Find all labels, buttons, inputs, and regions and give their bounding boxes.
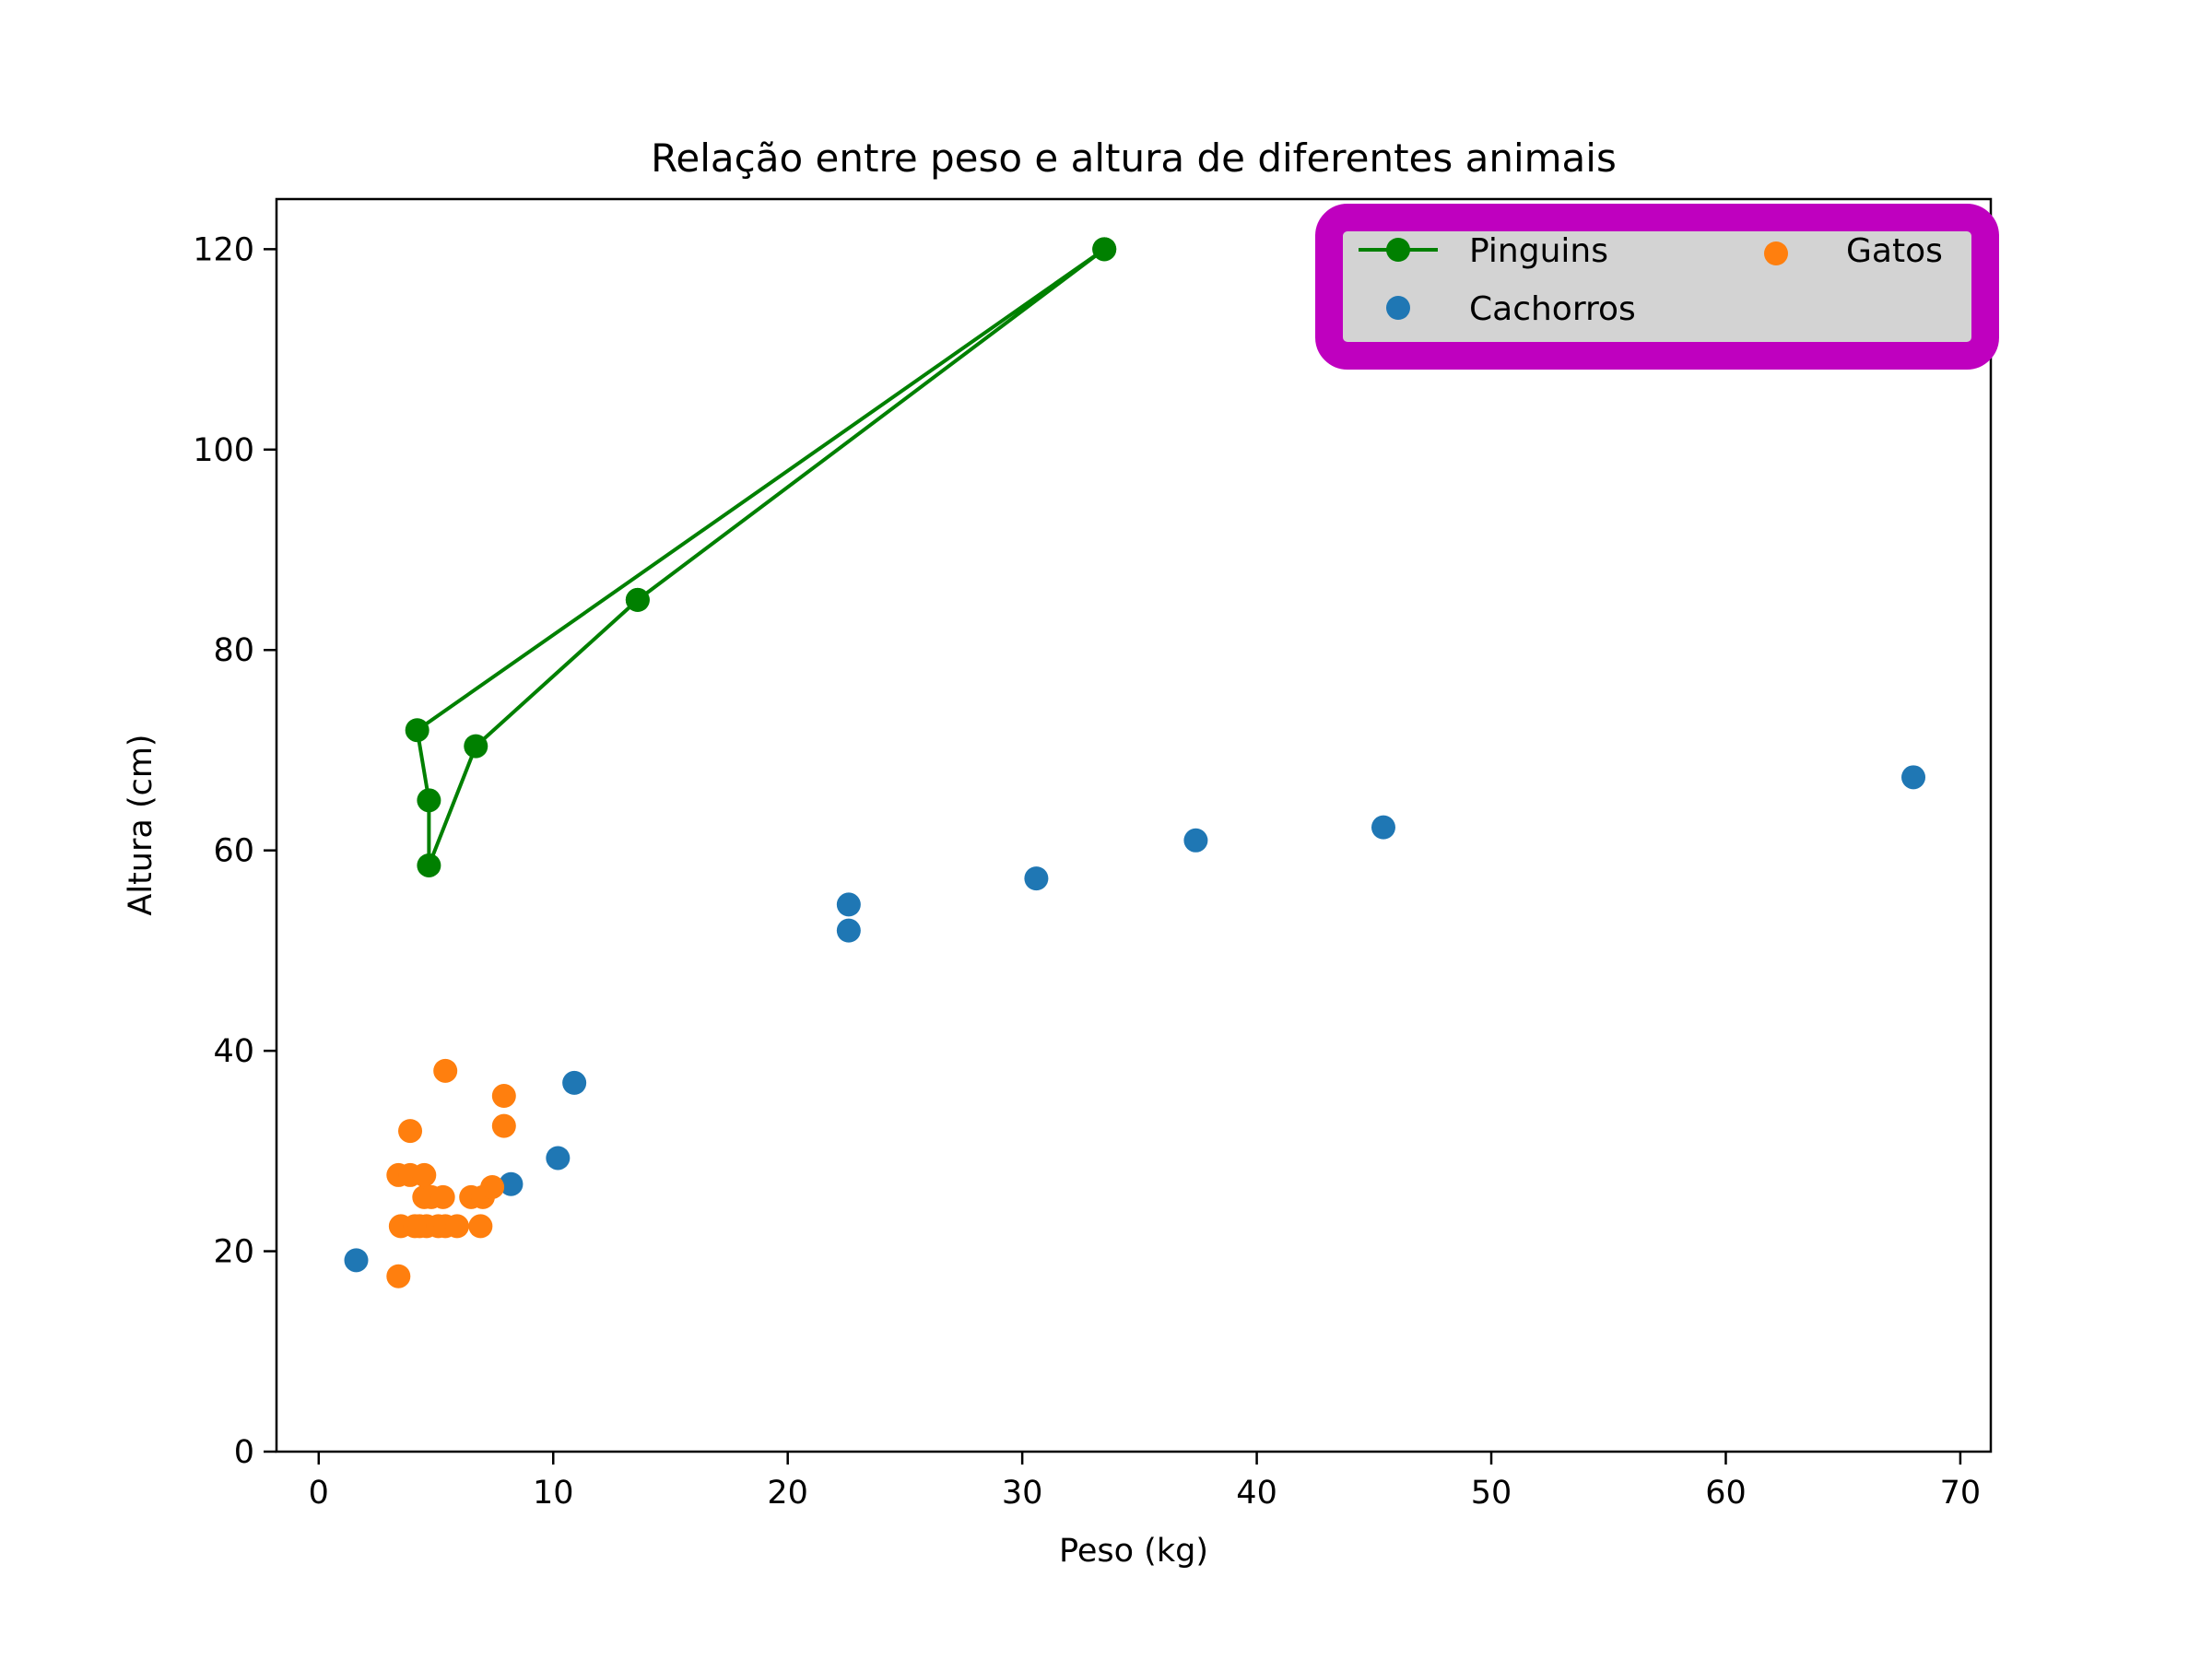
legend-marker-cachorros xyxy=(1386,296,1410,320)
plot-marks xyxy=(344,237,1926,1288)
legend-marker-gatos xyxy=(1764,241,1788,265)
point-cachorros xyxy=(836,918,861,943)
chart-title: Relação entre peso e altura de diferente… xyxy=(651,135,1617,181)
x-tick-label: 10 xyxy=(533,1475,574,1512)
x-tick-label: 30 xyxy=(1002,1475,1043,1512)
plot-frame xyxy=(275,197,1993,1453)
x-tick-label: 60 xyxy=(1705,1475,1747,1512)
legend-box xyxy=(1315,204,1999,370)
point-gatos xyxy=(444,1214,469,1239)
y-tick-label: 100 xyxy=(193,432,254,469)
y-axis-label: Altura (cm) xyxy=(123,734,159,915)
y-tick-label: 60 xyxy=(213,833,254,870)
point-cachorros xyxy=(836,892,861,917)
point-pinguins xyxy=(417,788,441,813)
y-tick-label: 40 xyxy=(213,1033,254,1070)
point-gatos xyxy=(491,1084,516,1109)
y-tick-label: 20 xyxy=(213,1234,254,1271)
legend: Pinguins Cachorros Gatos xyxy=(1315,204,1999,370)
axis-ticks: 0 10 20 30 40 50 60 70 0 20 40 60 80 100 120 xyxy=(193,231,1981,1512)
point-pinguins xyxy=(417,853,441,877)
point-pinguins xyxy=(405,718,429,743)
point-cachorros xyxy=(499,1171,524,1196)
point-gatos xyxy=(480,1174,505,1199)
point-cachorros xyxy=(344,1248,369,1273)
point-gatos xyxy=(433,1058,458,1083)
point-gatos xyxy=(491,1113,516,1138)
point-cachorros xyxy=(546,1146,571,1171)
x-axis-label: Peso (kg) xyxy=(1059,1533,1208,1570)
x-tick-label: 20 xyxy=(767,1475,808,1512)
x-tick-label: 70 xyxy=(1940,1475,1982,1512)
legend-label-gatos: Gatos xyxy=(1846,232,1943,270)
point-pinguins xyxy=(625,587,650,612)
legend-label-pinguins: Pinguins xyxy=(1469,232,1608,270)
point-gatos xyxy=(468,1214,493,1239)
legend-marker-pinguins xyxy=(1386,238,1410,262)
point-gatos xyxy=(398,1119,423,1144)
point-pinguins xyxy=(1092,237,1117,262)
point-gatos xyxy=(412,1162,437,1187)
y-tick-label: 80 xyxy=(213,632,254,669)
y-tick-label: 0 xyxy=(234,1434,254,1471)
point-cachorros xyxy=(562,1070,587,1095)
point-cachorros xyxy=(1901,765,1926,790)
legend-label-cachorros: Cachorros xyxy=(1469,290,1636,328)
point-cachorros xyxy=(1183,828,1208,853)
x-tick-label: 0 xyxy=(309,1475,329,1512)
x-tick-label: 50 xyxy=(1471,1475,1512,1512)
point-gatos xyxy=(430,1184,455,1209)
y-tick-label: 120 xyxy=(193,231,254,268)
point-pinguins xyxy=(464,734,488,759)
point-cachorros xyxy=(1024,866,1049,891)
point-cachorros xyxy=(1371,815,1395,840)
point-gatos xyxy=(386,1264,411,1288)
x-tick-label: 40 xyxy=(1236,1475,1277,1512)
